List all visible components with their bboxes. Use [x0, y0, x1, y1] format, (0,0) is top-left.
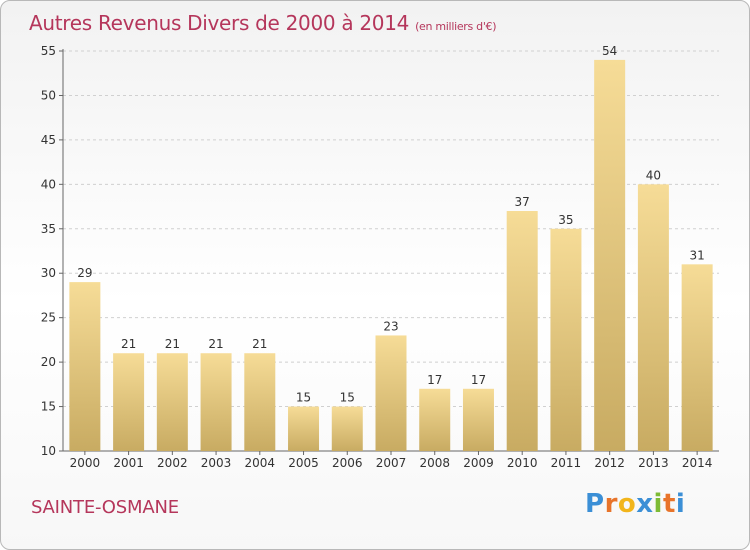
x-tick-label: 2011 — [551, 456, 582, 470]
bar — [331, 406, 363, 451]
x-tick-label: 2005 — [288, 456, 319, 470]
logo-letter: i — [675, 489, 686, 519]
bar-value-label: 21 — [121, 337, 136, 351]
bar — [375, 335, 407, 451]
y-tick-label: 30 — [41, 266, 56, 280]
y-tick-label: 15 — [41, 400, 56, 414]
x-tick-label: 2013 — [638, 456, 669, 470]
bar — [681, 264, 713, 451]
y-tick-label: 20 — [41, 355, 56, 369]
x-tick-label: 2009 — [463, 456, 494, 470]
bar-value-label: 15 — [296, 391, 311, 405]
bar-value-label: 23 — [383, 319, 398, 333]
bar-value-label: 17 — [471, 373, 486, 387]
value-labels: 29 21 21 21 21 15 15 23 17 17 37 35 54 40 31 — [77, 44, 705, 405]
bar-value-label: 54 — [602, 44, 617, 58]
bar-value-label: 31 — [689, 248, 704, 262]
bar-value-label: 15 — [340, 391, 355, 405]
x-tick-label: 2010 — [507, 456, 538, 470]
bar-value-label: 21 — [252, 337, 267, 351]
bar — [550, 228, 582, 451]
y-tick-label: 55 — [41, 44, 56, 58]
logo-letter: i — [653, 489, 663, 519]
logo-letter: t — [662, 489, 676, 519]
logo-letter: o — [617, 489, 637, 519]
tick-labels: 10 15 20 25 30 35 40 45 50 55 2000 2001 2002 2003 2004… — [41, 44, 713, 470]
bar — [113, 353, 145, 451]
x-tick-label: 2012 — [594, 456, 625, 470]
x-tick-label: 2003 — [201, 456, 232, 470]
commune-name: SAINTE-OSMANE — [31, 497, 179, 518]
bar-value-label: 37 — [515, 195, 530, 209]
bar — [288, 406, 320, 451]
bar-value-label: 29 — [77, 266, 92, 280]
proxiti-logo: Proxiti — [585, 489, 685, 519]
x-tick-label: 2007 — [376, 456, 407, 470]
bar-value-label: 40 — [646, 168, 661, 182]
bar — [156, 353, 188, 451]
x-tick-label: 2001 — [113, 456, 144, 470]
y-tick-label: 25 — [41, 311, 56, 325]
bar-value-label: 35 — [558, 213, 573, 227]
x-tick-label: 2008 — [419, 456, 450, 470]
chart-title-text: Autres Revenus Divers de 2000 à 2014 — [29, 11, 410, 35]
bar-value-label: 17 — [427, 373, 442, 387]
bar — [244, 353, 276, 451]
x-tick-label: 2006 — [332, 456, 363, 470]
bar — [462, 388, 494, 451]
logo-letter: x — [636, 489, 654, 519]
bars — [69, 59, 713, 452]
bar — [594, 59, 626, 452]
logo-letter: P — [585, 489, 605, 519]
bar — [69, 282, 101, 451]
bar-value-label: 21 — [208, 337, 223, 351]
bar — [637, 184, 669, 452]
bar — [419, 388, 451, 451]
bar — [200, 353, 232, 451]
logo-letter: r — [604, 489, 618, 519]
y-tick-label: 50 — [41, 88, 56, 102]
chart-title: Autres Revenus Divers de 2000 à 2014 (en … — [29, 11, 497, 35]
y-tick-label: 40 — [41, 177, 56, 191]
x-tick-label: 2014 — [682, 456, 713, 470]
bar — [506, 211, 538, 451]
chart-unit: (en milliers d'€) — [415, 20, 497, 33]
x-tick-label: 2002 — [157, 456, 188, 470]
y-tick-label: 45 — [41, 133, 56, 147]
bar-value-label: 21 — [165, 337, 180, 351]
y-tick-label: 35 — [41, 222, 56, 236]
x-tick-label: 2000 — [70, 456, 101, 470]
x-tick-label: 2004 — [245, 456, 276, 470]
y-tick-label: 10 — [41, 444, 56, 458]
